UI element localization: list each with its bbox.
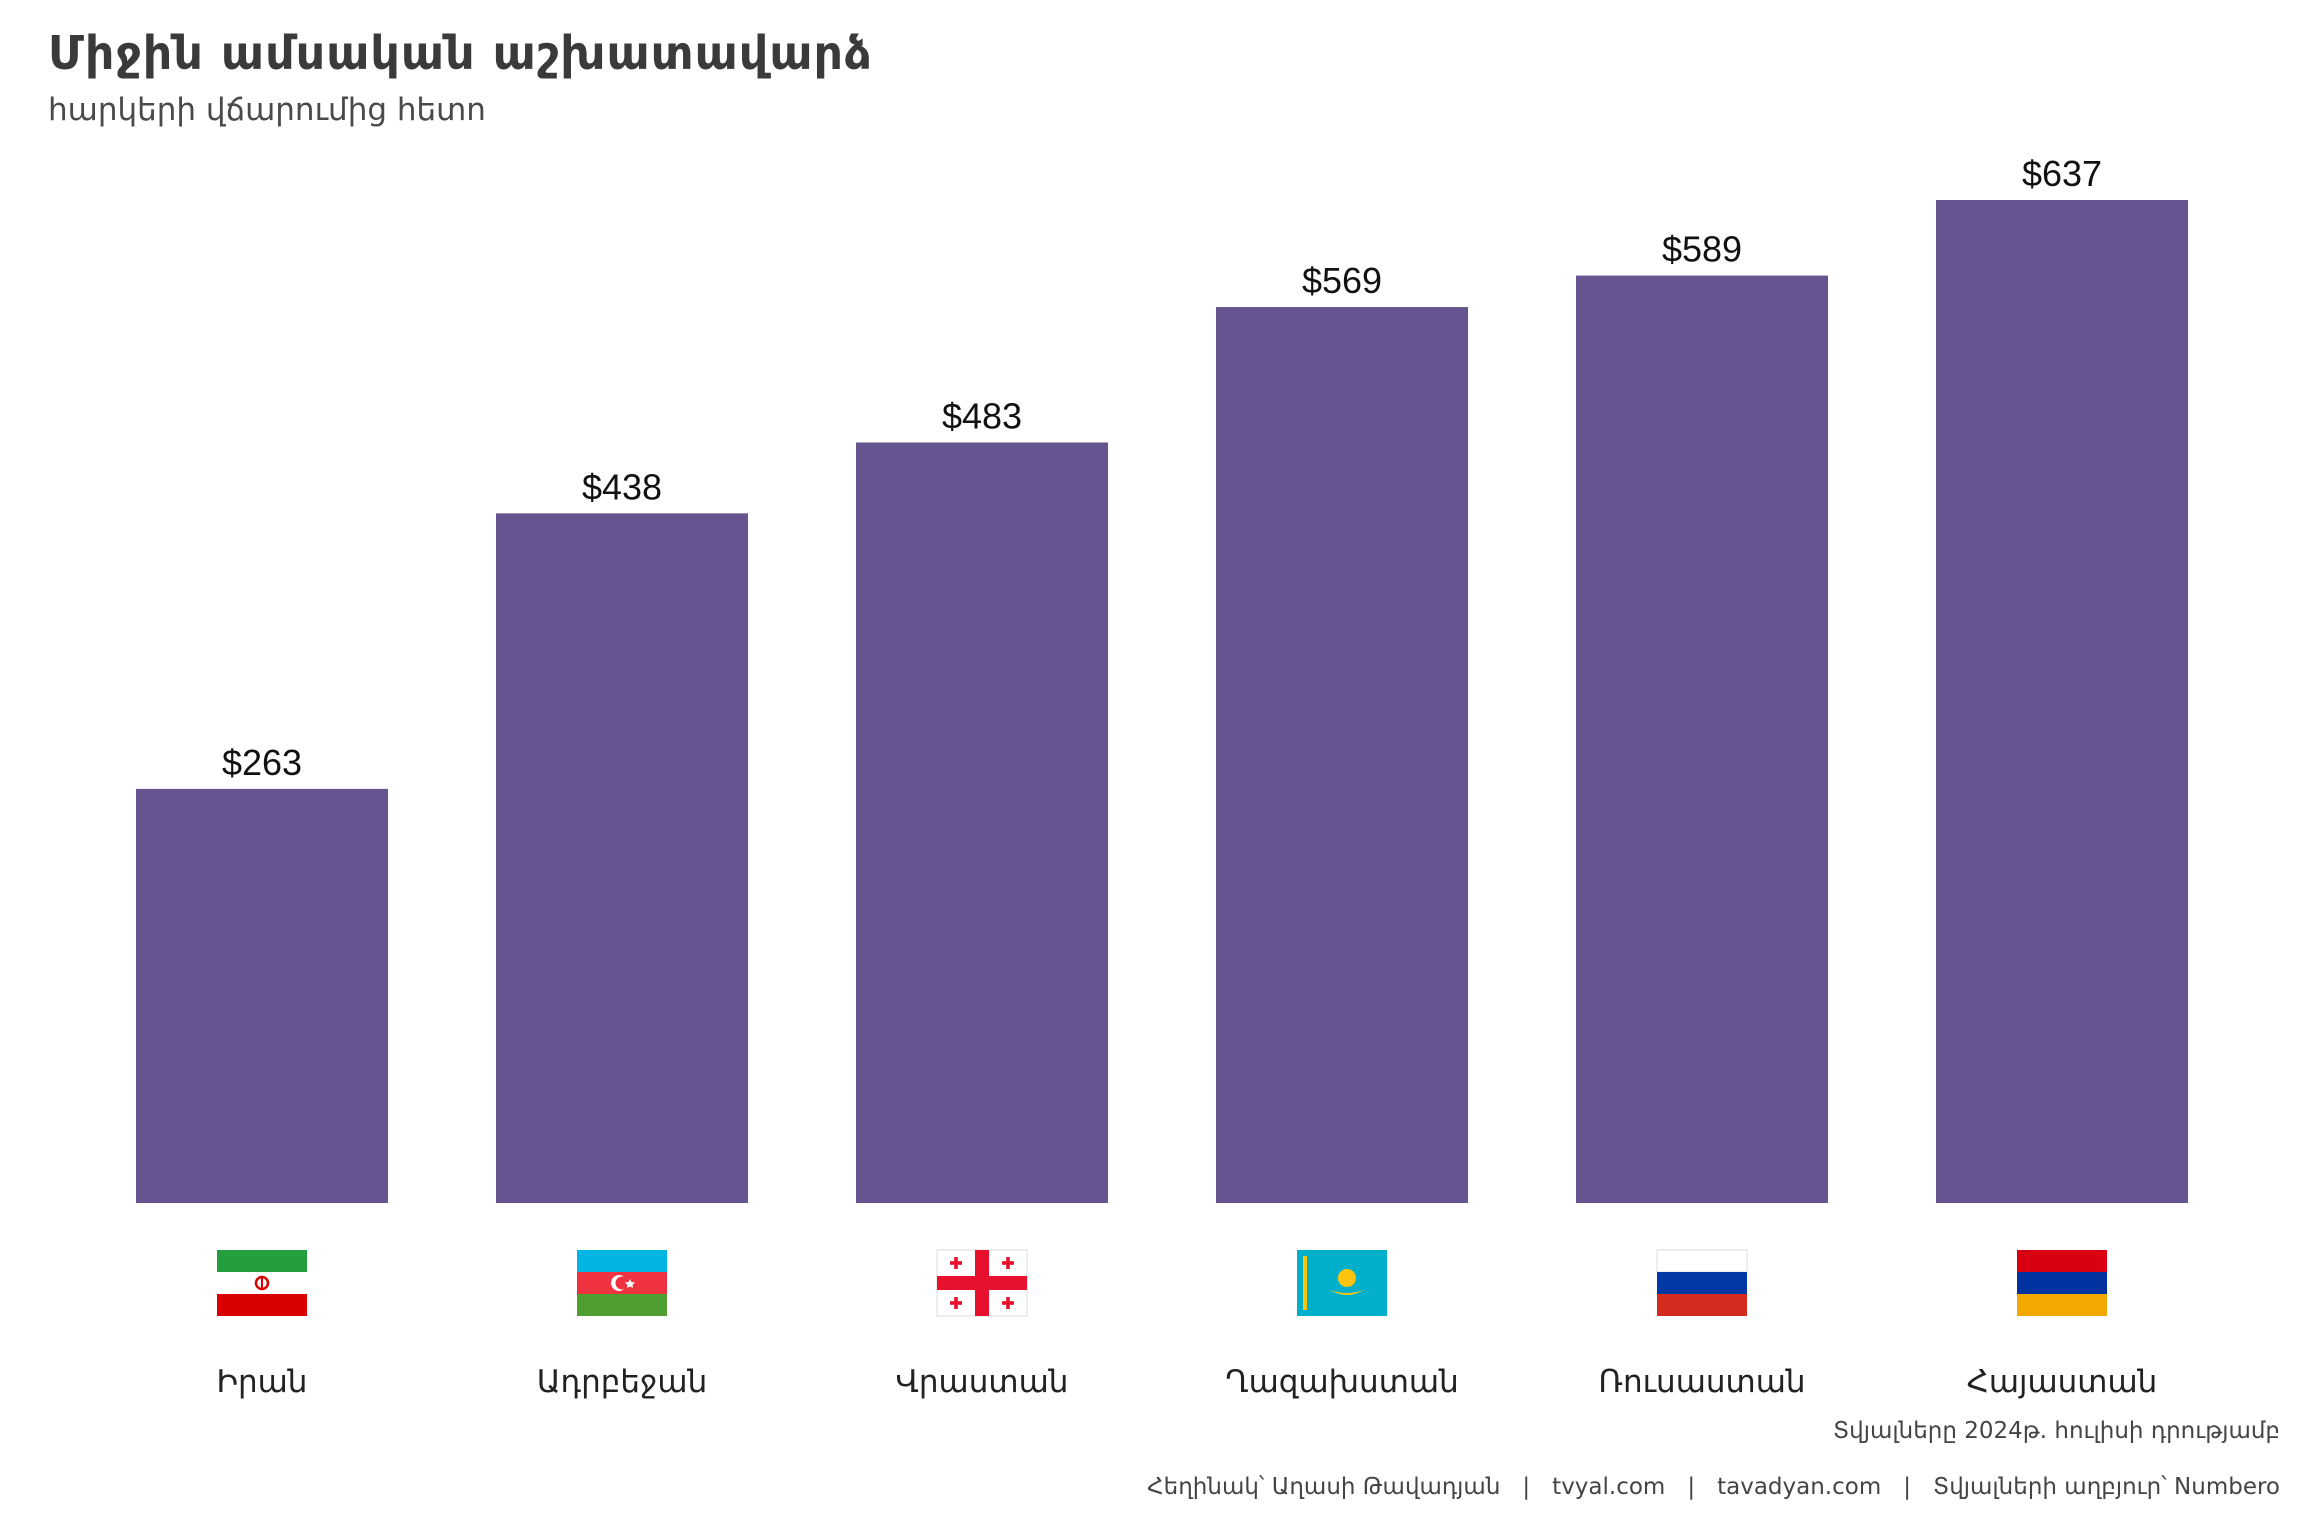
bar-4 — [1216, 307, 1468, 1203]
bar-1 — [136, 788, 388, 1203]
value-label-1: $263 — [222, 742, 302, 783]
value-label-5: $589 — [1662, 229, 1742, 270]
category-labels-group: Իրան Ադրբեջան Վրաստան Ղազախստան Ռուսաստան Հայ… — [217, 1364, 2158, 1400]
bars-group — [136, 200, 2188, 1203]
category-label-1: Իրան — [217, 1364, 308, 1400]
footer-separator: | — [1687, 1474, 1696, 1500]
category-label-6: Հայաստան — [1967, 1364, 2158, 1400]
azerbaijan-flag-icon — [577, 1250, 667, 1316]
armenia-flag-icon — [2017, 1250, 2107, 1316]
value-label-3: $483 — [942, 395, 1022, 436]
footer-credits: Հեղինակ՝ Աղասի Թավադյան | tvyal.com | tavady… — [1147, 1474, 2280, 1500]
georgia-flag-icon — [936, 1249, 1028, 1317]
chart-title: Միջին ամսական աշխատավարձ — [48, 26, 873, 80]
bar-3 — [856, 442, 1108, 1203]
footer-site-tavadyan[interactable]: tavadyan.com — [1717, 1474, 1882, 1500]
flags-group — [217, 1249, 2107, 1317]
category-label-4: Ղազախստան — [1225, 1364, 1458, 1400]
value-label-2: $438 — [582, 466, 662, 507]
footer-site-tvyal[interactable]: tvyal.com — [1552, 1474, 1666, 1500]
bar-chart: $263 $438 $483 $569 $589 $637 Իրան Ադրբեջան Վրա… — [136, 153, 2188, 1400]
chart-subtitle: հարկերի վճարումից հետո — [48, 92, 486, 128]
russia-flag-icon — [1656, 1249, 1748, 1316]
value-label-6: $637 — [2022, 153, 2102, 194]
kazakhstan-flag-icon — [1297, 1250, 1387, 1316]
value-label-4: $569 — [1302, 260, 1382, 301]
category-label-2: Ադրբեջան — [537, 1364, 707, 1400]
bar-6 — [1936, 200, 2188, 1203]
category-label-5: Ռուսաստան — [1598, 1364, 1805, 1400]
footer-separator: | — [1903, 1474, 1911, 1500]
bar-5 — [1576, 275, 1828, 1203]
iran-flag-icon — [217, 1250, 307, 1316]
footer-source: Տվյալների աղբյուր՝ Numbero — [1932, 1474, 2280, 1500]
data-date-caption: Տվյալները 2024թ. հուլիսի դրությամբ — [1832, 1418, 2280, 1444]
footer-author: Հեղինակ՝ Աղասի Թավադյան — [1147, 1474, 1501, 1500]
bar-2 — [496, 513, 748, 1203]
category-label-3: Վրաստան — [896, 1364, 1069, 1400]
value-labels-group: $263 $438 $483 $569 $589 $637 — [222, 153, 2102, 783]
footer-separator: | — [1522, 1474, 1531, 1500]
